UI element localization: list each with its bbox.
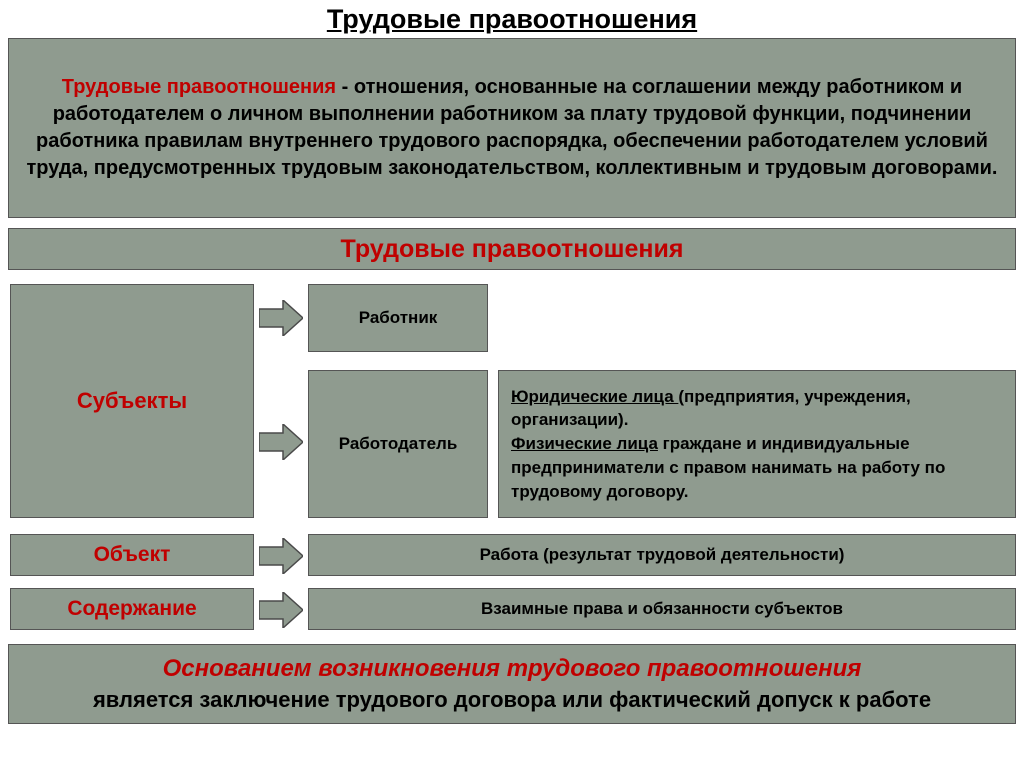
arrow-icon (259, 592, 303, 628)
definition-box: Трудовые правоотношения - отношения, осн… (8, 38, 1016, 218)
page-title: Трудовые правоотношения (0, 0, 1024, 41)
basis-box: Основанием возникновения трудового право… (8, 644, 1016, 724)
legal-u1: Юридические лица (511, 387, 678, 406)
subjects-label-box: Субъекты (10, 284, 254, 518)
employer-box: Работодатель (308, 370, 488, 518)
content-label-box: Содержание (10, 588, 254, 630)
basis-line2: является заключение трудового договора и… (93, 685, 931, 716)
subheader-box: Трудовые правоотношения (8, 228, 1016, 270)
arrow-icon (259, 300, 303, 336)
worker-box: Работник (308, 284, 488, 352)
object-value-box: Работа (результат трудовой деятельности) (308, 534, 1016, 576)
legal-box: Юридические лица (предприятия, учреждени… (498, 370, 1016, 518)
legal-u2: Физические лица (511, 434, 658, 453)
arrow-icon (259, 538, 303, 574)
definition-term: Трудовые правоотношения (62, 76, 336, 98)
basis-line1: Основанием возникновения трудового право… (163, 652, 862, 686)
arrow-icon (259, 424, 303, 460)
content-value-box: Взаимные права и обязанности субъектов (308, 588, 1016, 630)
object-label-box: Объект (10, 534, 254, 576)
